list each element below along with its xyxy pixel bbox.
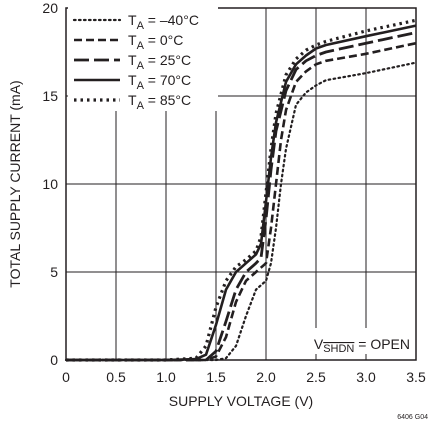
series-line-4 [66,18,417,362]
x-tick-label: 2.0 [256,369,276,385]
x-tick-label: 2.5 [306,369,326,385]
legend-label-sub: A [137,80,145,92]
x-tick-label: 0.5 [106,369,126,385]
legend-label-3: TA = 70°C [128,72,191,92]
legend-label-main: T [128,32,137,48]
legend-label-sub: A [137,100,145,112]
series-line-2 [66,31,417,362]
legend-label-main: T [128,72,137,88]
y-tick-label: 10 [42,176,58,192]
legend-label-main: T [128,92,137,108]
legend-label-sub: A [137,20,145,32]
x-tick-label: 1.0 [156,369,176,385]
y-axis-label: TOTAL SUPPLY CURRENT (mA) [7,80,23,287]
x-axis-label: SUPPLY VOLTAGE (V) [169,393,313,409]
x-tick-label: 3.0 [356,369,376,385]
figure-code: 6406 G04 [397,414,428,421]
y-tick-label: 20 [42,0,58,16]
legend-label-rest: = 70°C [144,72,191,88]
y-tick-label: 15 [42,88,58,104]
legend-label-2: TA = 25°C [128,52,191,72]
annotation-prefix: V [314,336,324,352]
legend-label-sub: A [137,40,145,52]
legend-label-main: T [128,52,137,68]
legend-label-1: TA = 0°C [128,32,183,52]
x-tick-label: 3.5 [406,369,426,385]
legend-label-main: T [128,12,137,28]
series-lines [64,18,418,362]
legend-label-4: TA = 85°C [128,92,191,112]
legend-label-sub: A [137,60,145,72]
legend-label-rest: = –40°C [144,12,199,28]
y-tick-label: 5 [50,264,58,280]
legend-background [68,7,218,111]
legend-label-rest: = 25°C [144,52,191,68]
annotation-background [302,328,412,354]
annotation-suffix: = OPEN [354,336,410,352]
legend: TA = –40°CTA = 0°CTA = 25°CTA = 70°CTA =… [68,7,218,112]
legend-label-rest: = 85°C [144,92,191,108]
x-tick-label: 0 [62,369,70,385]
series-line-0 [64,61,418,362]
x-tick-label: 1.5 [206,369,226,385]
legend-label-0: TA = –40°C [128,12,199,32]
shdn-annotation: VSHDN = OPEN [302,328,412,355]
y-tick-label: 0 [50,352,58,368]
annotation-text: VSHDN = OPEN [314,336,410,355]
series-line-1 [66,41,417,362]
tick-labels: 0 0.5 1.0 1.5 2.0 2.5 3.0 3.5 0 5 10 15 20 [42,0,426,385]
annotation-subscript: SHDN [323,343,354,355]
plot-frame [65,7,417,361]
legend-label-rest: = 0°C [144,32,183,48]
